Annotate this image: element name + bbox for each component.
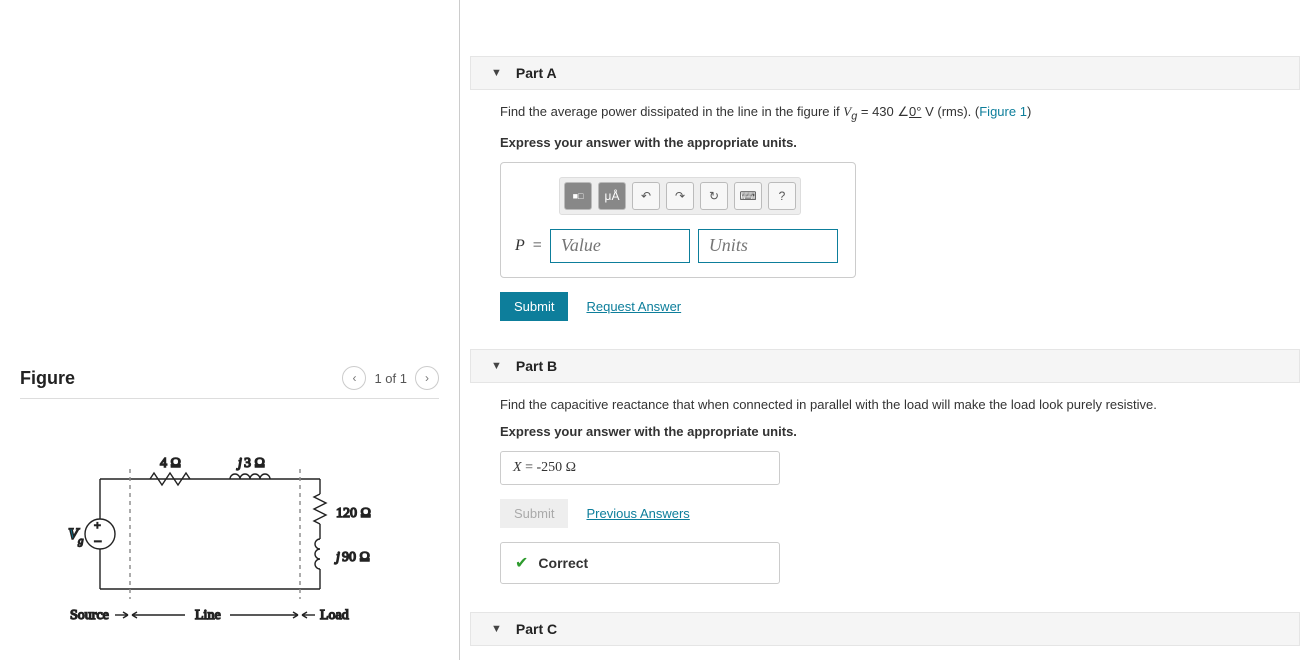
- part-a: ▼ Part A Find the average power dissipat…: [460, 56, 1300, 331]
- figure-prev-button[interactable]: ‹: [342, 366, 366, 390]
- prompt-post: V (rms). (: [921, 104, 979, 119]
- questions-pane: ▼ Part A Find the average power dissipat…: [460, 0, 1300, 660]
- figure-counter: 1 of 1: [374, 371, 407, 386]
- answer-row: P =: [515, 229, 841, 263]
- prompt-pre: Find the average power dissipated in the…: [500, 104, 843, 119]
- feedback-text: Correct: [538, 555, 588, 571]
- circuit-diagram: + − V g 4 Ω j 3 Ω: [20, 439, 439, 642]
- svg-text:3 Ω: 3 Ω: [244, 456, 265, 471]
- part-c-header[interactable]: ▼ Part C: [470, 612, 1300, 646]
- units-mode-button[interactable]: μÅ: [598, 182, 626, 210]
- svg-text:+: +: [94, 518, 101, 532]
- given-var: X: [513, 460, 522, 475]
- equation-var: P: [515, 237, 525, 255]
- part-a-title: Part A: [516, 65, 557, 81]
- part-a-express: Express your answer with the appropriate…: [500, 135, 1280, 150]
- undo-button[interactable]: ↶: [632, 182, 660, 210]
- svg-text:j: j: [334, 550, 340, 565]
- part-b-express: Express your answer with the appropriate…: [500, 424, 1280, 439]
- collapse-icon: ▼: [491, 360, 502, 372]
- part-a-buttons: Submit Request Answer: [500, 292, 1280, 321]
- part-a-prompt: Find the average power dissipated in the…: [500, 102, 1280, 125]
- svg-text:−: −: [94, 535, 102, 550]
- figure-header: Figure ‹ 1 of 1 ›: [20, 366, 439, 399]
- figure-link[interactable]: Figure 1: [979, 104, 1027, 119]
- part-c: ▼ Part C: [460, 612, 1300, 646]
- svg-text:Source: Source: [70, 608, 109, 623]
- svg-text:g: g: [78, 535, 84, 547]
- figure-title: Figure: [20, 368, 75, 389]
- answer-toolbar: ■□ μÅ ↶ ↷ ↻ ⌨ ?: [559, 177, 801, 215]
- part-b: ▼ Part B Find the capacitive reactance t…: [460, 349, 1300, 595]
- keyboard-button[interactable]: ⌨: [734, 182, 762, 210]
- part-b-title: Part B: [516, 358, 557, 374]
- prompt-close: ): [1027, 104, 1031, 119]
- given-value: -250 Ω: [536, 460, 576, 475]
- svg-text:Load: Load: [320, 608, 349, 623]
- units-input[interactable]: [698, 229, 838, 263]
- svg-text:90 Ω: 90 Ω: [342, 550, 370, 565]
- value-input[interactable]: [550, 229, 690, 263]
- help-button[interactable]: ?: [768, 182, 796, 210]
- figure-pane: Figure ‹ 1 of 1 › + − V g: [0, 0, 460, 660]
- svg-text:j: j: [236, 456, 242, 471]
- submit-button-disabled: Submit: [500, 499, 568, 528]
- part-b-header[interactable]: ▼ Part B: [470, 349, 1300, 383]
- reset-button[interactable]: ↻: [700, 182, 728, 210]
- angle-icon: ∠: [897, 104, 909, 119]
- part-b-prompt: Find the capacitive reactance that when …: [500, 395, 1280, 415]
- check-icon: ✔: [515, 553, 528, 573]
- part-a-header[interactable]: ▼ Part A: [470, 56, 1300, 90]
- figure-nav: ‹ 1 of 1 ›: [342, 366, 439, 390]
- prompt-mid: = 430: [857, 104, 897, 119]
- answer-panel-a: ■□ μÅ ↶ ↷ ↻ ⌨ ? P =: [500, 162, 856, 278]
- request-answer-link[interactable]: Request Answer: [586, 299, 681, 314]
- redo-button[interactable]: ↷: [666, 182, 694, 210]
- svg-text:120 Ω: 120 Ω: [336, 506, 371, 521]
- svg-text:Line: Line: [195, 608, 221, 623]
- svg-text:4 Ω: 4 Ω: [160, 456, 181, 471]
- part-c-title: Part C: [516, 621, 557, 637]
- part-b-buttons: Submit Previous Answers: [500, 499, 1280, 528]
- equals-sign: =: [525, 460, 536, 475]
- previous-answers-link[interactable]: Previous Answers: [586, 506, 689, 521]
- submit-button[interactable]: Submit: [500, 292, 568, 321]
- template-selector-button[interactable]: ■□: [564, 182, 592, 210]
- collapse-icon: ▼: [491, 67, 502, 79]
- equals-sign: =: [533, 237, 542, 255]
- given-answer-box: X = -250 Ω: [500, 451, 780, 485]
- collapse-icon: ▼: [491, 623, 502, 635]
- feedback-correct: ✔ Correct: [500, 542, 780, 584]
- angle-val: 0°: [909, 104, 921, 119]
- figure-next-button[interactable]: ›: [415, 366, 439, 390]
